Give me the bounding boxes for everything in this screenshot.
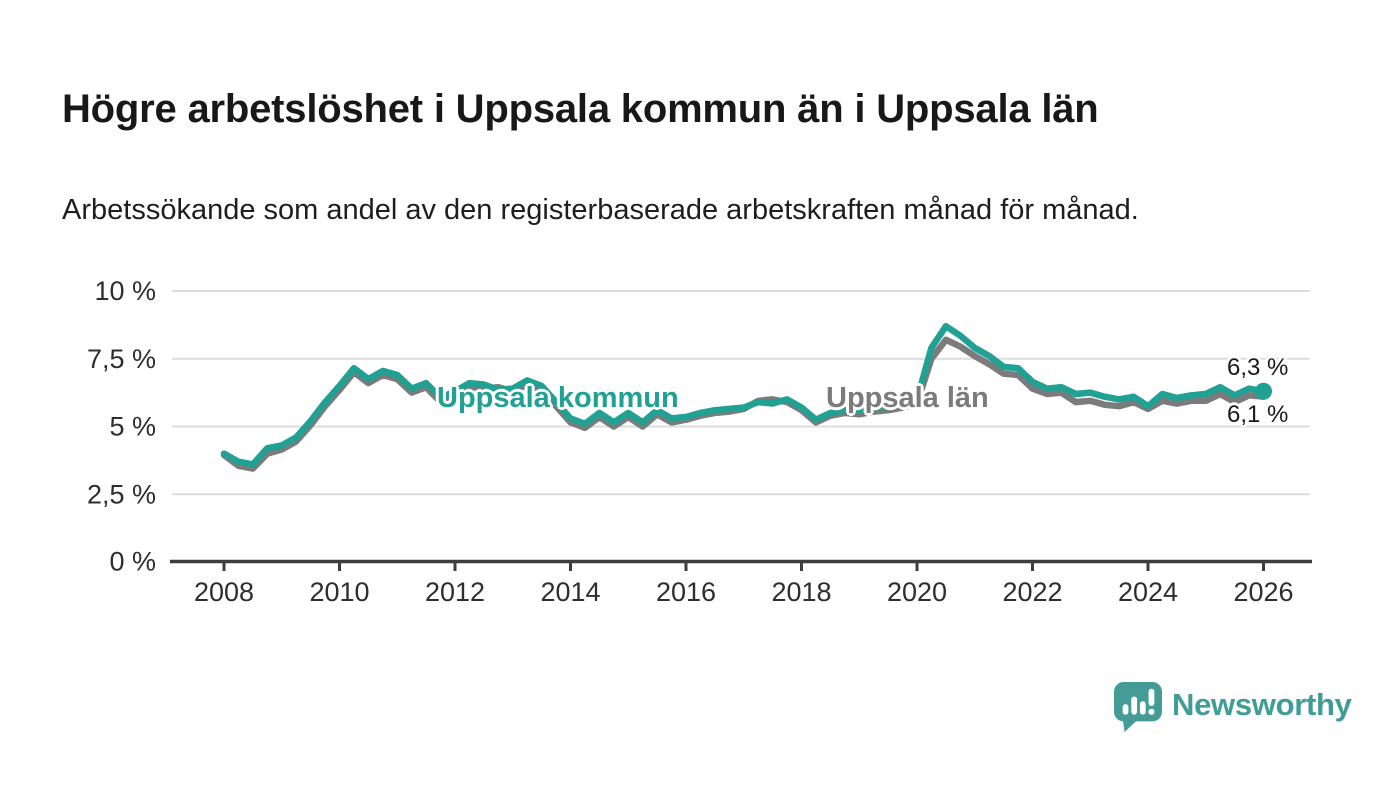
series-label-kommun: Uppsala kommun: [437, 382, 679, 414]
x-tick-label-2024: 2024: [1118, 577, 1178, 607]
y-tick-label-7.5: 7,5 %: [87, 344, 156, 374]
newsworthy-wordmark: Newsworthy: [1172, 687, 1352, 722]
x-tick-label-2012: 2012: [425, 577, 485, 607]
end-value-label-kommun: 6,3 %: [1227, 354, 1289, 381]
chart-subtitle: Arbetssökande som andel av den registerb…: [62, 194, 1139, 226]
x-tick-label-2026: 2026: [1233, 577, 1293, 607]
x-tick-label-2014: 2014: [540, 577, 600, 607]
end-value-label-lan: 6,1 %: [1227, 401, 1289, 428]
x-tick-label-2020: 2020: [887, 577, 947, 607]
x-tick-label-2008: 2008: [194, 577, 254, 607]
x-tick-label-2022: 2022: [1002, 577, 1062, 607]
x-tick-label-2018: 2018: [771, 577, 831, 607]
y-tick-label-2.5: 2,5 %: [87, 479, 156, 509]
newsworthy-speech-bubble-bar-chart-icon: [1114, 682, 1162, 732]
line-uppsala-kommun: [220, 322, 1267, 468]
y-tick-label-10: 10 %: [94, 276, 156, 306]
newsworthy-logo: Newsworthy: [1114, 681, 1352, 733]
x-tick-label-2010: 2010: [309, 577, 369, 607]
y-tick-label-5: 5 %: [109, 412, 156, 442]
page-title: Högre arbetslöshet i Uppsala kommun än i…: [62, 86, 1099, 131]
end-point-dot: [1255, 382, 1272, 400]
series-label-lan: Uppsala län: [826, 382, 989, 414]
x-tick-label-2016: 2016: [656, 577, 716, 607]
y-tick-label-0: 0 %: [109, 547, 156, 577]
